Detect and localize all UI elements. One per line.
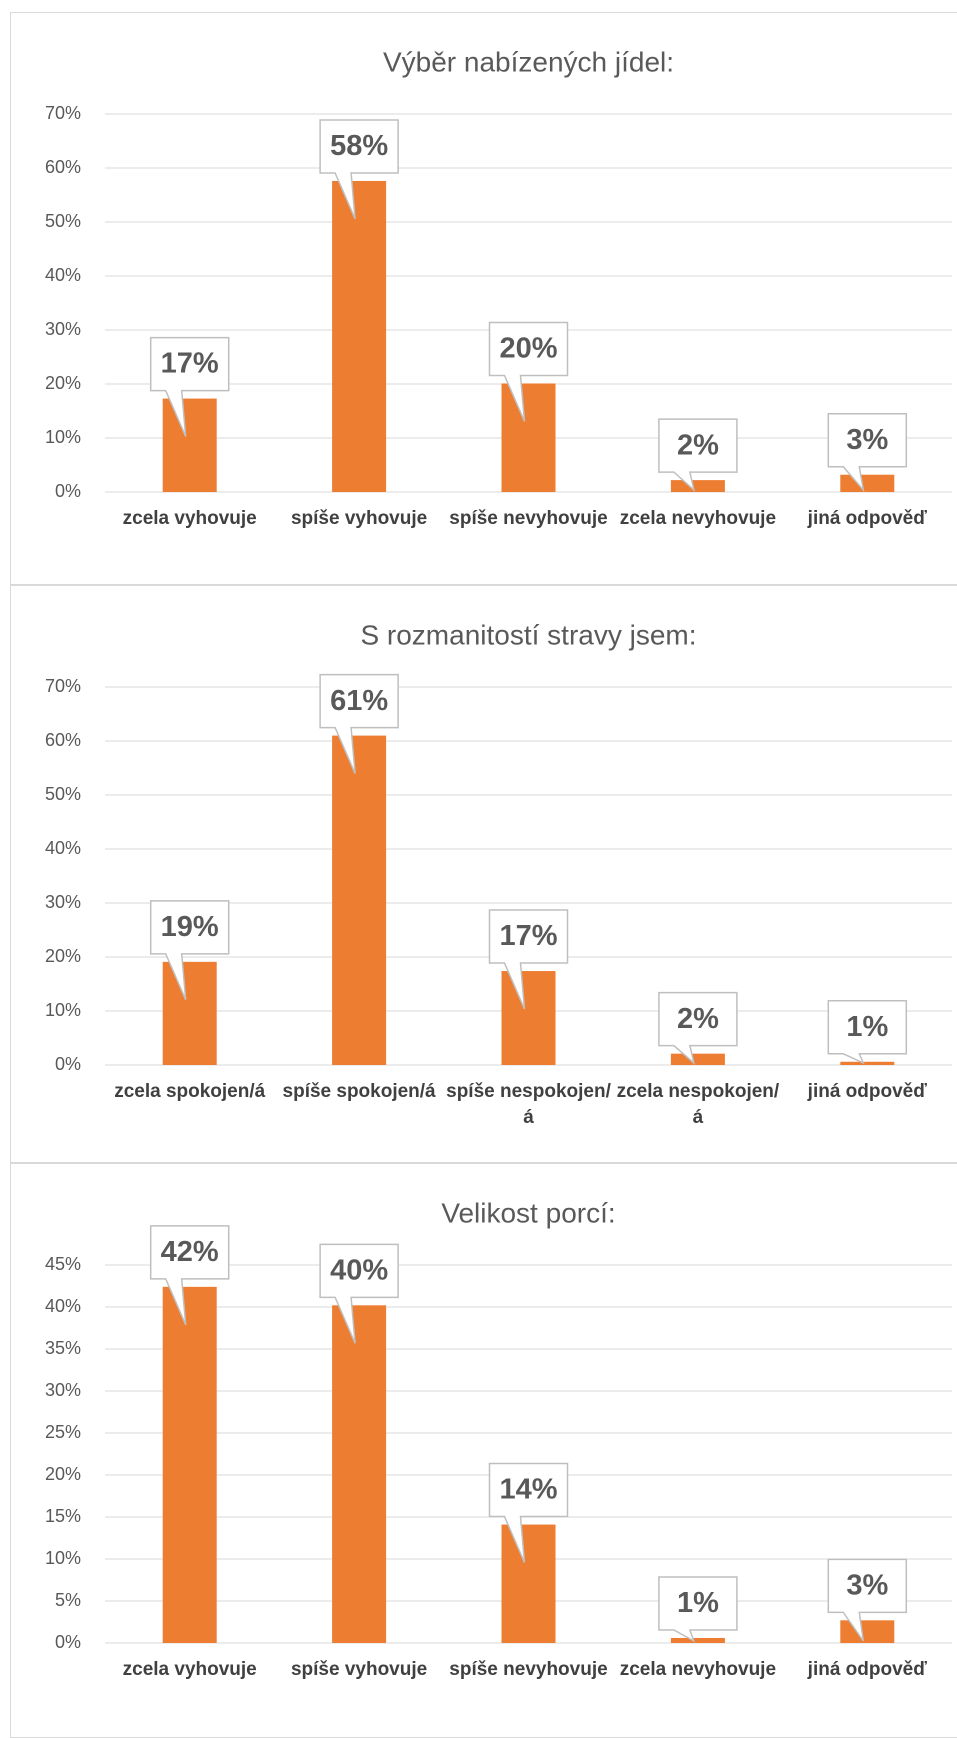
callout: [149, 900, 230, 1001]
chart-title: Výběr nabízených jídel:: [383, 46, 674, 77]
bar: [162, 961, 217, 1065]
y-tick-label: 35%: [45, 1338, 81, 1358]
y-tick-label: 10%: [45, 1000, 81, 1020]
x-tick-label: zcela nevyhovuje: [619, 508, 777, 529]
bar: [670, 1637, 725, 1643]
y-tick-label: 45%: [45, 1254, 81, 1274]
x-tick-label: zcela vyhovuje: [122, 508, 257, 529]
x-tick-label: zcela vyhovuje: [122, 1659, 257, 1680]
x-tick-label: spíše nespokojen/á: [446, 1081, 611, 1128]
y-tick-label: 25%: [45, 1422, 81, 1442]
x-tick-label: spíše spokojen/á: [282, 1081, 436, 1102]
bar: [670, 480, 725, 492]
data-label: 14%: [499, 1474, 557, 1506]
y-tick-label: 70%: [45, 103, 81, 123]
x-tick-label: zcela nevyhovuje: [619, 1659, 777, 1680]
y-tick-label: 20%: [45, 1464, 81, 1484]
data-label: 2%: [677, 429, 719, 461]
data-label: 19%: [161, 911, 219, 943]
y-tick-label: 0%: [55, 481, 81, 501]
chart-panel: Výběr nabízených jídel: 0% 10% 20% 30% 40% 50%…: [10, 12, 957, 585]
callout: [658, 991, 738, 1066]
y-tick-label: 40%: [45, 838, 81, 858]
bar: [332, 1305, 387, 1643]
callout: [319, 1243, 399, 1344]
x-tick-label: jiná odpověď: [807, 1659, 927, 1680]
x-tick-label: spíše nevyhovuje: [449, 1659, 608, 1680]
y-tick-label: 50%: [45, 211, 81, 231]
y-tick-label: 0%: [55, 1632, 81, 1652]
data-label: 1%: [846, 1011, 888, 1043]
chart-panel: S rozmanitostí stravy jsem: 0% 10% 20% 30% 40…: [10, 585, 957, 1163]
callout: [149, 1225, 230, 1326]
chart-title: Velikost porcí:: [441, 1197, 615, 1228]
data-label: 42%: [161, 1236, 219, 1268]
x-tick-label: zcela nespokojen/á: [616, 1081, 780, 1128]
data-label: 17%: [161, 348, 219, 380]
callout: [488, 909, 569, 1010]
x-tick-label: spíše nevyhovuje: [449, 508, 608, 529]
bar: [162, 1286, 217, 1643]
data-label: 17%: [499, 920, 557, 952]
bar: [501, 971, 556, 1065]
x-tick-label: spíše vyhovuje: [290, 508, 428, 529]
data-label: 58%: [330, 130, 388, 162]
callout: [658, 418, 738, 493]
x-tick-label: zcela spokojen/á: [114, 1081, 266, 1102]
callout: [658, 1576, 738, 1643]
y-tick-label: 20%: [45, 373, 81, 393]
data-label: 20%: [499, 333, 557, 365]
callout: [319, 673, 399, 774]
y-tick-label: 40%: [45, 265, 81, 285]
y-tick-label: 60%: [45, 157, 81, 177]
y-tick-label: 30%: [45, 892, 81, 912]
callout: [488, 321, 569, 422]
bar: [840, 1620, 895, 1643]
y-tick-label: 10%: [45, 1548, 81, 1568]
x-tick-label: jiná odpověď: [807, 1081, 927, 1102]
data-label: 1%: [677, 1587, 719, 1619]
y-tick-label: 60%: [45, 730, 81, 750]
bar: [162, 398, 217, 492]
y-tick-label: 30%: [45, 319, 81, 339]
bar: [332, 180, 387, 492]
callout: [827, 1000, 908, 1065]
data-label: 3%: [846, 1569, 888, 1601]
callout: [827, 412, 908, 493]
y-tick-label: 15%: [45, 1506, 81, 1526]
data-label: 40%: [330, 1254, 388, 1286]
bar: [840, 1061, 895, 1065]
y-tick-label: 40%: [45, 1296, 81, 1316]
y-tick-label: 10%: [45, 427, 81, 447]
y-tick-label: 20%: [45, 946, 81, 966]
callout: [488, 1462, 569, 1563]
data-label: 61%: [330, 685, 388, 717]
x-tick-label: jiná odpověď: [807, 508, 927, 529]
callout: [319, 119, 399, 220]
data-label: 2%: [677, 1003, 719, 1035]
y-tick-label: 50%: [45, 784, 81, 804]
bar: [501, 1524, 556, 1643]
y-tick-label: 70%: [45, 676, 81, 696]
bar: [670, 1053, 725, 1065]
chart: Velikost porcí: 0% 5% 10% 15% 20% 25% 30% 35% 40%…: [45, 1197, 952, 1652]
callout: [149, 336, 230, 437]
callout: [827, 1558, 908, 1642]
bar: [332, 735, 387, 1065]
y-tick-label: 30%: [45, 1380, 81, 1400]
chart-panel: Velikost porcí: 0% 5% 10% 15% 20% 25% 30% 35% 40%…: [10, 1163, 957, 1738]
x-tick-label: spíše vyhovuje: [290, 1659, 428, 1680]
y-tick-label: 5%: [55, 1590, 81, 1610]
chart-title: S rozmanitostí stravy jsem:: [360, 619, 696, 650]
chart: S rozmanitostí stravy jsem: 0% 10% 20% 30% 40…: [45, 619, 952, 1074]
data-label: 3%: [846, 424, 888, 456]
y-tick-label: 0%: [55, 1054, 81, 1074]
chart: Výběr nabízených jídel: 0% 10% 20% 30% 40% 50%…: [45, 46, 952, 501]
bar: [501, 383, 556, 492]
bar: [840, 474, 895, 492]
